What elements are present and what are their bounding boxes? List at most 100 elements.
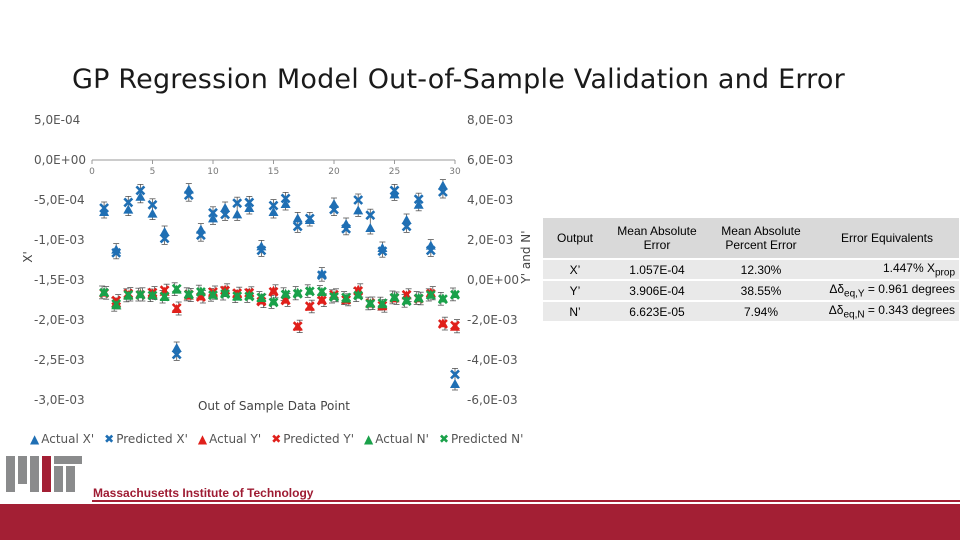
legend-label: Actual X': [41, 432, 95, 446]
header-output: Output: [543, 218, 607, 260]
y-right-tick-label: -4,0E-03: [467, 353, 518, 367]
legend-item: ▲ Actual N': [364, 432, 429, 446]
predicted-point-marker: [123, 289, 134, 300]
predicted-point-marker: [232, 198, 243, 209]
predicted-point-marker: [377, 298, 388, 309]
actual-point-marker: [135, 191, 146, 201]
predicted-point-marker: [450, 320, 460, 331]
chart-axes: 0 5 10 15 20 25 30 5,0E-04 0,0E+00 -5,0E-04 -1,0E-…: [21, 113, 533, 413]
actual-point-marker: [389, 189, 400, 199]
y-left-tick-label: 0,0E+00: [34, 153, 86, 167]
slide-title: GP Regression Model Out-of-Sample Valida…: [72, 64, 845, 95]
predicted-point-marker: [365, 210, 376, 221]
row-mape: 7.94%: [707, 301, 815, 323]
actual-point-marker: [244, 203, 255, 212]
actual-point-marker: [365, 223, 376, 232]
predicted-point-marker: [244, 197, 255, 208]
predicted-point-marker: [292, 221, 303, 232]
y-left-tick-label: -1,0E-03: [34, 233, 85, 247]
predicted-point-marker: [425, 245, 436, 256]
legend-item: ✖ Predicted Y': [271, 432, 354, 446]
y-right-tick-label: 2,0E-03: [467, 233, 513, 247]
predicted-point-marker: [268, 286, 279, 297]
predicted-point-marker: [220, 209, 231, 220]
row-error-equivalent: Δδeq,N = 0.343 degrees: [815, 301, 959, 323]
actual-point-marker: [220, 203, 231, 212]
predicted-point-marker: [280, 193, 291, 204]
predicted-point-marker: [208, 207, 218, 218]
predicted-point-marker: [450, 369, 460, 380]
predicted-point-marker: [159, 291, 170, 302]
predicted-point-marker: [244, 291, 255, 302]
cross-marker-icon: ✖: [438, 432, 450, 446]
x-tick-label: 20: [328, 167, 340, 177]
predicted-point-marker: [268, 200, 279, 211]
x-axis-title: Out of Sample Data Point: [198, 399, 350, 413]
x-tick-label: 25: [389, 167, 400, 177]
predicted-point-marker: [304, 286, 315, 297]
predicted-point-marker: [256, 292, 267, 303]
y-left-tick-label: -5,0E-04: [34, 193, 85, 207]
eq-tail: = 0.961 degrees: [864, 281, 955, 296]
eq-subscript: eq,N: [843, 309, 865, 321]
row-error-equivalent: 1.447% Xprop: [815, 259, 959, 281]
predicted-point-marker: [171, 349, 182, 360]
predicted-point-marker: [437, 187, 448, 197]
predicted-point-marker: [413, 194, 424, 205]
y-right-tick-label: -2,0E-03: [467, 313, 518, 327]
cross-marker-icon: ✖: [271, 432, 282, 446]
predicted-point-marker: [111, 247, 122, 258]
institution-name: Massachusetts Institute of Technology: [93, 486, 314, 500]
predicted-point-marker: [401, 221, 412, 232]
predicted-point-marker: [316, 286, 327, 297]
predicted-point-marker: [413, 293, 424, 304]
predicted-point-marker: [159, 233, 170, 244]
predicted-point-marker: [195, 287, 206, 297]
predicted-point-marker: [377, 246, 388, 257]
header-error-equivalents: Error Equivalents: [815, 218, 959, 260]
legend-item: ▲ Actual X': [30, 432, 94, 446]
eq-main: Δδ: [829, 281, 845, 296]
y-left-tick-label: -2,0E-03: [34, 313, 85, 327]
predicted-point-marker: [99, 203, 110, 213]
y-right-axis-title: Y' and N': [519, 230, 533, 284]
actual-point-marker: [292, 213, 303, 223]
y-left-tick-label: -1,5E-03: [34, 273, 85, 287]
actual-point-marker: [413, 199, 424, 209]
footer-divider: [92, 500, 960, 502]
table-row: Y’ 3.906E-04 38.55% Δδeq,Y = 0.961 degre…: [543, 280, 959, 302]
eq-subscript: prop: [934, 267, 955, 279]
eq-main: 1.447% X: [882, 260, 935, 275]
predicted-point-marker: [135, 185, 146, 196]
row-output: X’: [543, 259, 607, 281]
row-mae: 3.906E-04: [607, 280, 707, 302]
y-right-tick-label: 0,0E+00: [467, 273, 519, 287]
error-table: Output Mean Absolute Error Mean Absolute…: [543, 218, 959, 323]
table-row: N’ 6.623E-05 7.94% Δδeq,N = 0.343 degree…: [543, 301, 959, 323]
predicted-point-marker: [329, 292, 339, 302]
y-right-tick-label: 6,0E-03: [467, 153, 513, 167]
row-mae: 1.057E-04: [607, 259, 707, 281]
chart-legend: ▲ Actual X' ✖ Predicted X' ▲ Actual Y' ✖ Predic…: [30, 432, 523, 446]
predicted-point-marker: [353, 195, 364, 205]
predicted-point-marker: [183, 289, 194, 300]
y-right-tick-label: -6,0E-03: [467, 393, 518, 407]
predicted-point-marker: [171, 303, 182, 313]
predicted-point-marker: [268, 297, 279, 308]
actual-point-marker: [99, 207, 110, 216]
predicted-point-marker: [171, 283, 182, 294]
predicted-point-marker: [232, 291, 243, 302]
y-right-tick-label: 8,0E-03: [467, 113, 513, 127]
actual-point-marker: [450, 379, 460, 388]
actual-point-marker: [316, 268, 327, 278]
predicted-point-marker: [389, 292, 400, 303]
predicted-point-marker: [316, 270, 327, 281]
predicted-point-marker: [256, 245, 267, 256]
row-output: Y’: [543, 280, 607, 302]
predicted-point-marker: [99, 287, 110, 298]
predicted-point-marker: [365, 298, 376, 309]
predicted-point-marker: [135, 290, 146, 300]
predicted-point-marker: [304, 213, 315, 224]
triangle-marker-icon: ▲: [364, 432, 374, 446]
predicted-point-marker: [450, 289, 460, 300]
